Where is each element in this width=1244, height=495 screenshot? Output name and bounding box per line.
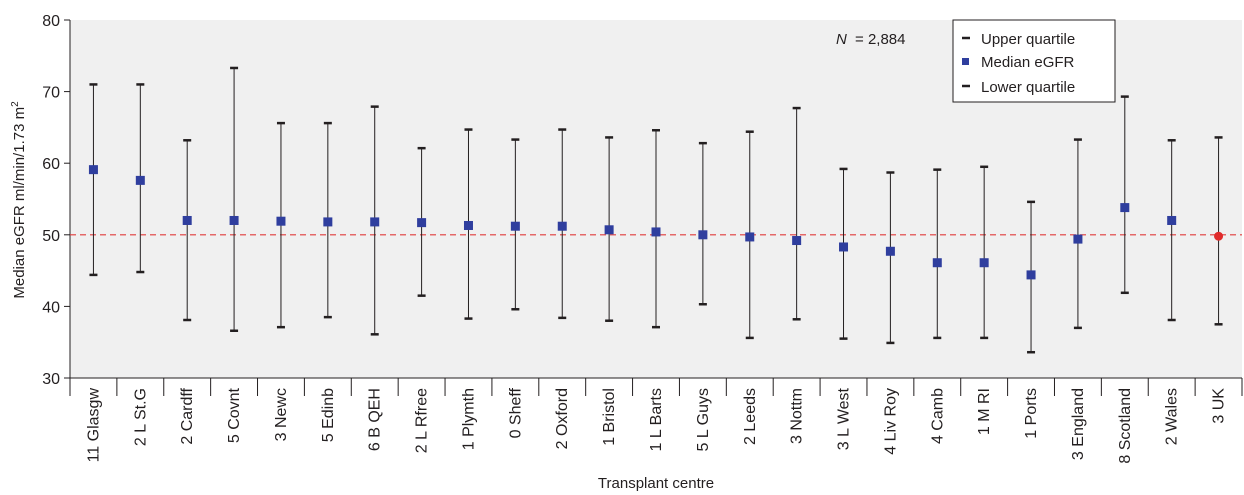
centre-0 (88, 83, 98, 277)
y-tick-label-50: 50 (42, 228, 60, 245)
x-tick-label-5: 5 Edinb (320, 388, 337, 442)
n-symbol: N (836, 31, 847, 48)
centre-8 (463, 128, 473, 320)
median-point-13 (698, 230, 708, 240)
median-point-3 (229, 215, 239, 225)
centre-20 (1026, 200, 1036, 354)
centre-18 (932, 168, 942, 340)
median-point-19 (979, 258, 989, 268)
median-point-17 (885, 246, 895, 256)
centre-13 (698, 141, 708, 306)
centre-16 (839, 167, 849, 340)
x-tick-label-22: 8 Scotland (1117, 388, 1134, 464)
y-axis-title-superscript: 2 (10, 101, 21, 107)
centre-23 (1167, 139, 1177, 322)
median-point-2 (182, 215, 192, 225)
centre-12 (651, 129, 661, 329)
median-point-24 (1214, 231, 1224, 241)
median-point-21 (1073, 234, 1083, 244)
x-tick-label-19: 1 M RI (976, 388, 993, 435)
x-tick-label-23: 2 Wales (1164, 388, 1181, 445)
median-point-12 (651, 227, 661, 237)
x-tick-label-20: 1 Ports (1023, 388, 1040, 439)
data-marks (88, 66, 1224, 354)
median-point-4 (276, 216, 286, 226)
y-axis-title: Median eGFR ml/min/1.73 m2 (10, 101, 28, 299)
median-point-7 (417, 218, 427, 228)
x-tick-label-13: 5 L Guys (695, 388, 712, 451)
median-point-0 (88, 165, 98, 175)
x-axis-title: Transplant centre (598, 475, 714, 492)
centre-5 (323, 121, 333, 319)
x-tick-label-8: 1 Plymth (460, 388, 477, 450)
x-tick-label-10: 2 Oxford (554, 388, 571, 449)
centre-2 (182, 139, 192, 322)
median-point-6 (370, 217, 380, 227)
x-tick-label-6: 6 B QEH (367, 388, 384, 451)
x-tick-label-7: 2 L Rfree (414, 388, 431, 453)
x-tick-label-1: 2 L St.G (132, 388, 149, 446)
legend-lower-quartile-label: Lower quartile (981, 79, 1075, 96)
median-point-9 (510, 221, 520, 231)
x-tick-label-3: 5 Covnt (226, 387, 243, 443)
n-annotation: N = 2,884 (836, 31, 905, 48)
legend: Upper quartile Median eGFR Lower quartil… (952, 19, 1116, 103)
x-axis: 11 Glasgw 2 L St.G 2 Cardff 5 Covnt 3 Newc 5 … (69, 377, 1243, 464)
median-point-23 (1167, 215, 1177, 225)
centre-10 (557, 128, 567, 320)
y-tick-label-70: 70 (42, 85, 60, 102)
median-point-20 (1026, 270, 1036, 280)
centre-1 (135, 83, 145, 274)
y-axis: 30 40 50 60 70 80 (42, 13, 71, 388)
x-tick-label-18: 4 Camb (929, 388, 946, 444)
median-point-16 (839, 242, 849, 252)
median-point-22 (1120, 203, 1130, 213)
x-tick-label-12: 1 L Barts (648, 388, 665, 451)
legend-median-label: Median eGFR (981, 54, 1075, 71)
x-tick-label-4: 3 Newc (273, 388, 290, 441)
median-point-11 (604, 225, 614, 235)
y-tick-label-30: 30 (42, 371, 60, 388)
median-point-5 (323, 217, 333, 227)
median-point-10 (557, 221, 567, 231)
centre-19 (979, 165, 989, 340)
centre-15 (792, 106, 802, 321)
median-point-14 (745, 232, 755, 242)
y-tick-label-80: 80 (42, 13, 60, 30)
median-point-18 (932, 258, 942, 268)
centre-6 (370, 105, 380, 336)
median-point-8 (463, 220, 473, 230)
legend-upper-quartile-label: Upper quartile (981, 31, 1075, 48)
y-axis-title-text: Median eGFR ml/min/1.73 m (11, 107, 28, 299)
x-tick-label-11: 1 Bristol (601, 388, 618, 446)
x-tick-label-24: 3 UK (1211, 388, 1228, 424)
x-tick-label-14: 2 Leeds (742, 388, 759, 445)
centre-9 (510, 138, 520, 311)
x-tick-label-9: 0 Sheff (507, 387, 524, 438)
centre-24 (1214, 136, 1224, 326)
centre-14 (745, 130, 755, 340)
legend-median-symbol (962, 58, 969, 65)
median-point-1 (135, 175, 145, 185)
median-point-15 (792, 236, 802, 246)
x-tick-label-17: 4 Liv Roy (882, 388, 899, 455)
x-tick-label-2: 2 Cardff (179, 387, 196, 444)
centre-17 (885, 171, 895, 345)
y-tick-label-40: 40 (42, 299, 60, 316)
y-tick-label-60: 60 (42, 156, 60, 173)
centre-3 (229, 66, 239, 332)
x-tick-label-16: 3 L West (836, 387, 853, 450)
x-tick-label-0: 11 Glasgw (85, 388, 102, 463)
legend-box (952, 19, 1116, 103)
n-value: = 2,884 (855, 31, 905, 48)
x-tick-label-15: 3 Nottm (789, 388, 806, 444)
centre-7 (417, 146, 427, 297)
centre-4 (276, 121, 286, 329)
x-tick-label-21: 3 England (1070, 388, 1087, 460)
centre-21 (1073, 138, 1083, 330)
centre-22 (1120, 95, 1130, 295)
centre-11 (604, 136, 614, 322)
